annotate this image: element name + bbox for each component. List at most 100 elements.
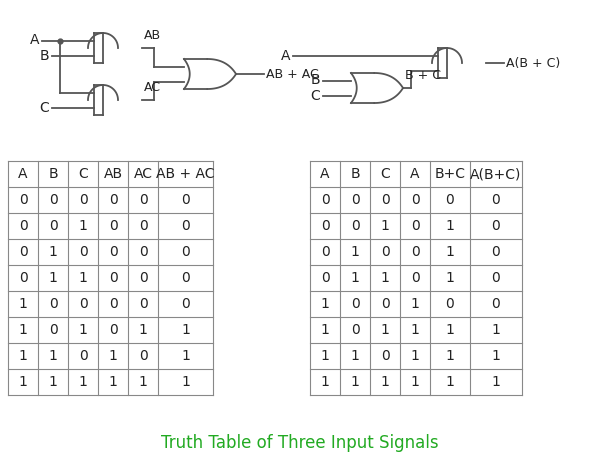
Text: 1: 1 [109,375,118,389]
Text: 0: 0 [139,271,148,285]
Text: AC: AC [144,81,161,94]
Text: 1: 1 [491,375,500,389]
Text: 1: 1 [350,349,359,363]
Text: 0: 0 [19,219,28,233]
Text: 1: 1 [139,375,148,389]
Text: 0: 0 [79,297,88,311]
Text: 0: 0 [320,219,329,233]
Text: 1: 1 [139,323,148,337]
Text: 1: 1 [380,375,389,389]
Text: 1: 1 [79,323,88,337]
Text: 0: 0 [446,297,454,311]
Text: B + C: B + C [405,69,441,82]
Text: 1: 1 [446,349,454,363]
Text: AB: AB [144,29,161,42]
Text: 0: 0 [109,323,118,337]
Text: 0: 0 [49,219,58,233]
Text: 0: 0 [139,219,148,233]
Text: 0: 0 [410,193,419,207]
Text: 0: 0 [79,193,88,207]
Text: 0: 0 [491,297,500,311]
Text: 1: 1 [380,323,389,337]
Text: 1: 1 [491,323,500,337]
Text: 1: 1 [49,375,58,389]
Text: 0: 0 [491,271,500,285]
Text: 0: 0 [79,245,88,259]
Text: 0: 0 [139,193,148,207]
Text: 1: 1 [109,349,118,363]
Text: 1: 1 [320,349,329,363]
Text: B: B [48,167,58,181]
Text: AB + AC: AB + AC [266,67,319,81]
Text: 0: 0 [446,193,454,207]
Text: 1: 1 [446,271,454,285]
Text: 0: 0 [109,297,118,311]
Text: B: B [310,73,320,87]
Text: 0: 0 [181,245,190,259]
Text: 1: 1 [350,271,359,285]
Text: 1: 1 [350,245,359,259]
Text: B: B [350,167,360,181]
Text: A(B + C): A(B + C) [506,56,560,70]
Text: A: A [410,167,420,181]
Text: 1: 1 [79,375,88,389]
Text: 1: 1 [181,323,190,337]
Text: 0: 0 [109,219,118,233]
Text: 0: 0 [109,193,118,207]
Text: 1: 1 [446,219,454,233]
Text: AB + AC: AB + AC [156,167,215,181]
Text: B: B [40,49,49,62]
Text: 0: 0 [49,297,58,311]
Text: 1: 1 [380,219,389,233]
Text: 1: 1 [19,349,28,363]
Text: 1: 1 [446,323,454,337]
Text: 1: 1 [181,375,190,389]
Text: 0: 0 [320,245,329,259]
Text: 0: 0 [139,349,148,363]
Text: 0: 0 [181,219,190,233]
Text: 0: 0 [380,193,389,207]
Text: 0: 0 [491,193,500,207]
Text: 1: 1 [181,349,190,363]
Text: 1: 1 [380,271,389,285]
Text: 1: 1 [79,219,88,233]
Text: 0: 0 [320,193,329,207]
Text: 1: 1 [410,349,419,363]
Text: 1: 1 [446,375,454,389]
Text: 1: 1 [79,271,88,285]
Text: 1: 1 [49,271,58,285]
Text: C: C [78,167,88,181]
Text: B+C: B+C [434,167,466,181]
Text: 1: 1 [320,323,329,337]
Text: A: A [320,167,330,181]
Text: 0: 0 [491,245,500,259]
Text: 1: 1 [49,349,58,363]
Text: 0: 0 [491,219,500,233]
Text: 1: 1 [320,375,329,389]
Text: 1: 1 [446,245,454,259]
Text: 1: 1 [19,375,28,389]
Text: 0: 0 [350,219,359,233]
Text: 0: 0 [181,193,190,207]
Text: C: C [310,88,320,103]
Text: 0: 0 [19,271,28,285]
Text: 0: 0 [109,245,118,259]
Text: 0: 0 [181,297,190,311]
Text: 0: 0 [350,297,359,311]
Text: A: A [29,33,39,48]
Text: C: C [380,167,390,181]
Text: 0: 0 [410,271,419,285]
Text: 0: 0 [380,349,389,363]
Text: 0: 0 [49,323,58,337]
Text: C: C [39,100,49,114]
Text: AB: AB [103,167,122,181]
Text: A(B+C): A(B+C) [470,167,521,181]
Text: 0: 0 [350,323,359,337]
Text: 0: 0 [79,349,88,363]
Text: Truth Table of Three Input Signals: Truth Table of Three Input Signals [161,434,439,452]
Text: 0: 0 [350,193,359,207]
Text: 0: 0 [19,193,28,207]
Text: 0: 0 [49,193,58,207]
Text: 1: 1 [410,297,419,311]
Text: A: A [281,49,290,62]
